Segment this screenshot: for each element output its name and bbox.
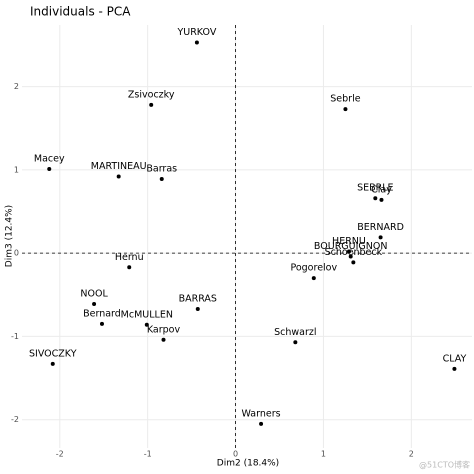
y-tick-label: 0 [14, 249, 19, 258]
point [194, 40, 199, 45]
point-label: Hernu [115, 252, 144, 263]
point [159, 177, 164, 182]
point [378, 235, 383, 240]
point [452, 366, 457, 371]
point-label: BERNARD [357, 222, 404, 233]
point [259, 421, 264, 426]
point-label: NOOL [80, 288, 108, 299]
chart-title: Individuals - PCA [30, 5, 131, 19]
x-tick-label: 2 [409, 450, 414, 459]
point [161, 337, 166, 342]
point [50, 361, 55, 366]
point-label: Clay [371, 184, 392, 195]
point-label: SEBRLE [357, 183, 393, 194]
point [351, 260, 356, 265]
point-label: HERNU [332, 236, 366, 247]
plot-area [22, 25, 472, 448]
point-label: YURKOV [176, 27, 216, 38]
point [293, 340, 298, 345]
point-label: Sebrle [330, 94, 360, 105]
point-label: Schoenbeck [325, 247, 383, 258]
point-label: Macey [34, 154, 65, 165]
point [116, 174, 121, 179]
point-label: MARTINEAU [91, 161, 147, 172]
x-tick-label: 0 [233, 450, 238, 459]
y-tick-label: -1 [11, 332, 19, 341]
point [346, 249, 351, 254]
point-label: Bernard [83, 308, 121, 319]
point [379, 197, 384, 202]
point [343, 107, 348, 112]
y-tick-label: 2 [14, 82, 19, 91]
x-tick-label: -1 [144, 450, 152, 459]
point-label: BOURGUIGNON [314, 241, 388, 252]
point [144, 322, 149, 327]
point-label: SIVOCZKY [29, 348, 77, 359]
point-label: Karpov [147, 324, 181, 335]
point-label: Warners [242, 408, 281, 419]
point [348, 254, 353, 259]
x-tick-label: 1 [321, 450, 326, 459]
point-label: Schwarzl [274, 327, 316, 338]
x-axis-label: Dim2 (18.4%) [217, 459, 279, 469]
point [373, 196, 378, 201]
point [149, 102, 154, 107]
point-label: Zsivoczky [128, 89, 175, 100]
point [127, 265, 132, 270]
point-label: Pogorelov [290, 263, 337, 274]
watermark: @51CTO博客 [419, 460, 470, 470]
point-label: CLAY [443, 353, 467, 364]
point [99, 321, 104, 326]
point-label: Barras [146, 164, 177, 175]
point [47, 167, 52, 172]
y-axis-label: Dim3 (12.4%) [5, 205, 15, 267]
point [311, 276, 316, 281]
x-tick-label: -2 [56, 450, 64, 459]
point [195, 306, 200, 311]
point [92, 301, 97, 306]
y-tick-label: 1 [14, 165, 19, 174]
point-label: BARRAS [179, 293, 217, 304]
y-tick-label: -2 [11, 415, 19, 424]
point-label: McMULLEN [121, 309, 173, 320]
